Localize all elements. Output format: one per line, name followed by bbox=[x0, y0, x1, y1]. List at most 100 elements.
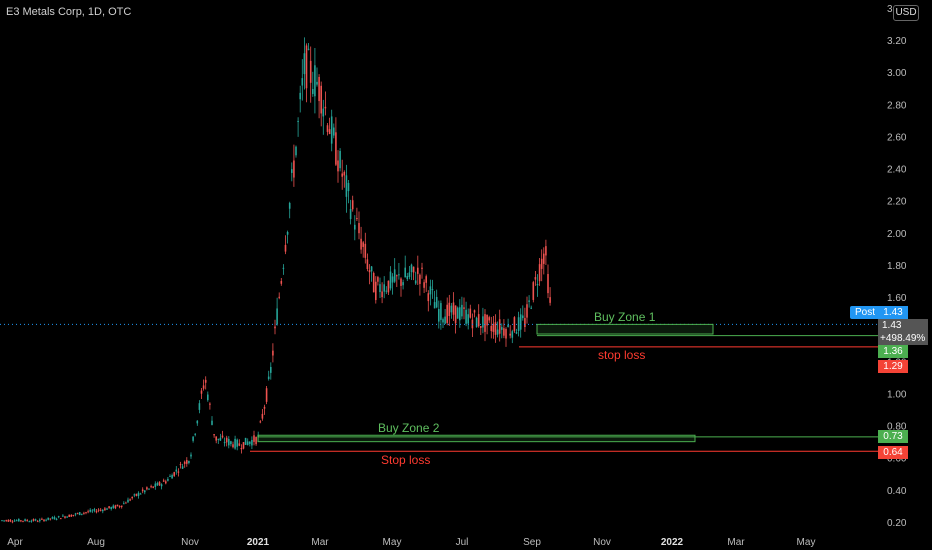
candle-body bbox=[49, 518, 52, 520]
candle-body bbox=[303, 53, 306, 75]
candle-body bbox=[406, 276, 409, 280]
candle-body bbox=[333, 127, 335, 136]
candle-body bbox=[108, 506, 110, 509]
candle-body bbox=[482, 316, 484, 328]
price-tick-label: 0.80 bbox=[887, 422, 907, 433]
candle-body bbox=[389, 271, 392, 289]
candle-body bbox=[398, 274, 400, 276]
candle-body bbox=[57, 516, 60, 518]
candle-body bbox=[20, 520, 22, 522]
candle-body bbox=[246, 441, 249, 445]
candle-body bbox=[324, 106, 327, 109]
candle-body bbox=[34, 519, 37, 521]
candle-body bbox=[156, 482, 159, 486]
candle-body bbox=[305, 45, 308, 89]
candle-body bbox=[391, 276, 394, 283]
candle-body bbox=[192, 436, 194, 441]
candle-body bbox=[265, 388, 268, 402]
candle-body bbox=[307, 48, 310, 50]
candle-body bbox=[461, 304, 463, 317]
candle-body bbox=[146, 487, 148, 490]
time-axis-label: May bbox=[797, 537, 816, 548]
price-tick-label: 0.20 bbox=[887, 518, 907, 529]
candle-body bbox=[343, 171, 346, 176]
candle-body bbox=[467, 314, 469, 324]
candle-body bbox=[431, 289, 434, 291]
candle-body bbox=[328, 129, 331, 135]
candle-body bbox=[223, 442, 226, 444]
candle-body bbox=[519, 314, 522, 330]
candle-body bbox=[421, 267, 423, 269]
candle-body bbox=[337, 160, 339, 172]
candle-body bbox=[26, 520, 28, 522]
candle-body bbox=[238, 443, 241, 446]
candle-body bbox=[524, 318, 526, 328]
currency-button[interactable]: USD bbox=[893, 5, 919, 21]
candle-body bbox=[53, 517, 56, 520]
candle-body bbox=[87, 511, 89, 513]
candle-body bbox=[494, 322, 497, 335]
candle-body bbox=[536, 283, 539, 286]
candle-body bbox=[272, 350, 274, 356]
candle-body bbox=[22, 520, 24, 522]
candle-body bbox=[24, 519, 26, 522]
candle-body bbox=[95, 510, 98, 513]
price-tick-label: 0.60 bbox=[887, 454, 907, 465]
candle-body bbox=[484, 314, 486, 332]
candle-body bbox=[78, 512, 81, 516]
candle-body bbox=[282, 267, 285, 269]
candle-body bbox=[244, 437, 247, 445]
candle-body bbox=[104, 508, 106, 511]
candle-body bbox=[364, 243, 367, 258]
candle-body bbox=[162, 480, 165, 482]
candle-body bbox=[28, 521, 31, 523]
candle-body bbox=[55, 518, 58, 520]
candle-body bbox=[522, 315, 524, 319]
post-label-badge: Post bbox=[850, 306, 880, 319]
candle-body bbox=[228, 439, 230, 446]
candle-body bbox=[404, 267, 406, 278]
candle-body bbox=[234, 438, 236, 449]
candle-body bbox=[116, 504, 119, 507]
candle-body bbox=[112, 505, 115, 509]
candle-body bbox=[219, 437, 222, 441]
candle-body bbox=[463, 307, 465, 309]
candle-body bbox=[377, 277, 379, 282]
candle-body bbox=[284, 244, 287, 252]
price-tick-label: 1.00 bbox=[887, 389, 907, 400]
candle-body bbox=[545, 246, 547, 256]
buy-zone-1-box bbox=[536, 323, 714, 335]
candle-body bbox=[480, 326, 482, 328]
candle-body bbox=[459, 307, 461, 321]
price-tick-label: 2.20 bbox=[887, 197, 907, 208]
candle-body bbox=[387, 280, 390, 293]
candle-body bbox=[368, 270, 371, 273]
candle-body bbox=[299, 92, 301, 100]
candle-body bbox=[196, 420, 199, 424]
candle-body bbox=[47, 517, 49, 520]
stop-loss-2-price-badge: 0.64 bbox=[878, 446, 908, 459]
candle-body bbox=[444, 316, 446, 324]
candle-body bbox=[347, 182, 350, 192]
candle-body bbox=[532, 282, 535, 300]
candle-body bbox=[526, 304, 528, 318]
time-axis-label: Mar bbox=[311, 537, 329, 548]
candle-body bbox=[242, 442, 245, 449]
candle-body bbox=[316, 81, 318, 85]
candle-body bbox=[171, 475, 173, 479]
candle-body bbox=[45, 519, 47, 521]
candle-body bbox=[538, 264, 541, 282]
candle-body bbox=[379, 284, 381, 293]
time-axis-label: Aug bbox=[87, 537, 105, 548]
candle-body bbox=[123, 503, 125, 505]
stop-loss-2-label: Stop loss bbox=[381, 453, 431, 467]
candle-body bbox=[278, 296, 280, 298]
candle-body bbox=[402, 282, 404, 286]
candle-body bbox=[288, 202, 291, 209]
candle-body bbox=[211, 420, 213, 425]
chart-title: E3 Metals Corp, 1D, OTC bbox=[6, 6, 132, 18]
candle-body bbox=[148, 488, 150, 490]
candle-body bbox=[152, 486, 154, 488]
